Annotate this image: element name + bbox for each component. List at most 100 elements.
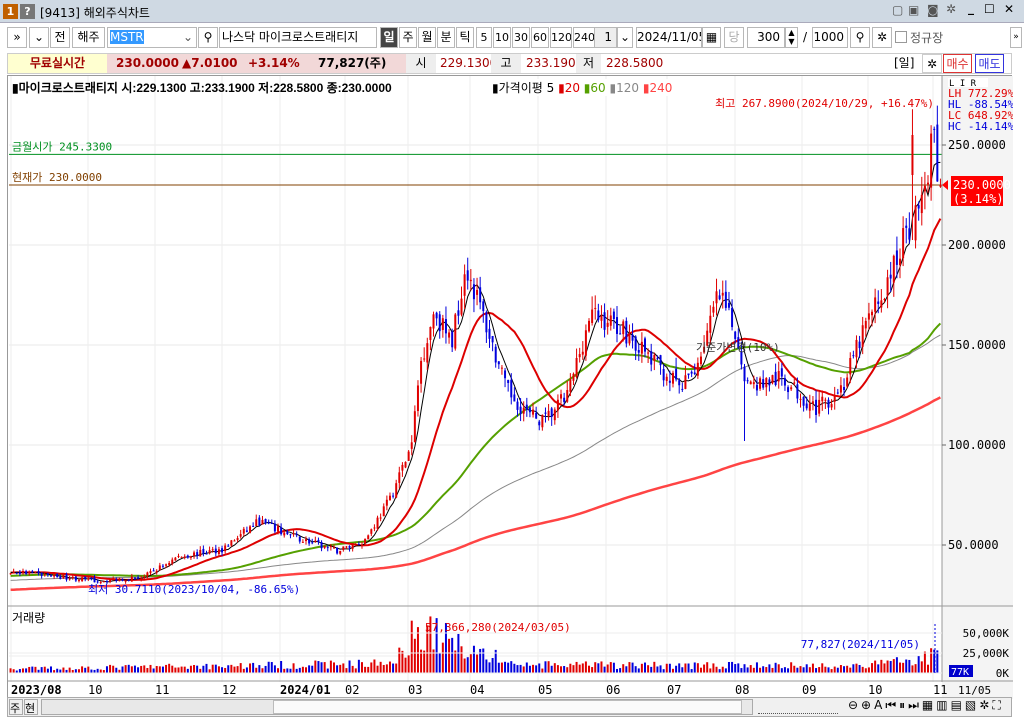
buy-button[interactable]: 매수	[943, 54, 972, 73]
camera-icon[interactable]: ◙	[927, 3, 939, 17]
lir-label[interactable]: L I R	[949, 79, 977, 89]
interval-button[interactable]: 120	[550, 27, 572, 48]
date-tick-label: 04	[470, 683, 484, 697]
prev-button[interactable]: 전	[50, 27, 70, 48]
lir-buttons[interactable]	[948, 78, 988, 87]
date-input[interactable]: 2024/11/05	[636, 27, 702, 48]
symbol-input[interactable]: MSTR ⌄	[107, 27, 197, 48]
price-chart[interactable]: 금월시가 245.3300 현재가 230.0000 최고 267.8900(202…	[8, 76, 1015, 699]
candle-body	[34, 571, 37, 573]
memo-icon[interactable]: ▢	[892, 3, 904, 17]
count-input[interactable]: 300	[747, 27, 785, 48]
volume-bar	[165, 664, 168, 673]
candle-body	[404, 461, 407, 468]
volume-bar	[858, 664, 861, 673]
candle-body	[140, 578, 143, 580]
close-icon[interactable]: ✕	[1004, 2, 1015, 16]
period-tab[interactable]: 틱	[456, 27, 474, 48]
period-tab[interactable]: 일	[380, 27, 398, 48]
candle-body	[612, 311, 615, 320]
unit-dropdown-icon[interactable]: ⌄	[617, 27, 633, 48]
current-button[interactable]: 당	[724, 27, 744, 48]
candle-body	[522, 407, 525, 414]
volume-bar	[124, 665, 127, 673]
volume-bar	[538, 663, 541, 673]
volume-bar	[665, 663, 668, 673]
candle-body	[864, 320, 867, 329]
chart-settings-icon[interactable]: ✲	[872, 27, 892, 48]
candle-body	[74, 576, 77, 581]
current-button[interactable]: 현	[24, 699, 38, 715]
candle-body	[494, 346, 497, 363]
candle-body	[292, 533, 295, 535]
zoom-slider[interactable]	[758, 700, 838, 714]
count-stepper[interactable]: ▲ ▼	[785, 27, 798, 48]
volume-bar	[96, 668, 99, 673]
max-count-input[interactable]: 1000	[812, 27, 848, 48]
base-change-annotation: 기준가변경(10%)	[696, 341, 780, 354]
candle-body	[594, 307, 597, 309]
low-label: 저	[576, 54, 601, 73]
volume-bar	[205, 663, 208, 673]
candle-body	[448, 332, 451, 338]
candle-body	[510, 379, 513, 398]
window-number-badge[interactable]: 1	[3, 4, 18, 19]
candle-body	[15, 572, 18, 574]
interval-button[interactable]: 5	[476, 27, 492, 48]
period-tab[interactable]: 주	[399, 27, 417, 48]
volume-bar	[43, 666, 46, 673]
expand-button[interactable]: »	[7, 27, 27, 48]
candle-body	[469, 279, 472, 282]
minimize-icon[interactable]: _	[968, 1, 974, 15]
collapse-button[interactable]: ⌄	[29, 27, 49, 48]
stat-label: HL -88.54%	[948, 98, 1013, 111]
help-icon[interactable]: ?	[20, 4, 35, 19]
period-tab[interactable]: 분	[437, 27, 455, 48]
high-annotation: 최고 267.8900(2024/10/29, +16.47%)	[715, 97, 934, 110]
volume-bar	[416, 627, 419, 673]
quote-settings-icon[interactable]: ✲	[922, 54, 942, 73]
volume-bar	[612, 662, 615, 673]
candle-body	[584, 330, 587, 356]
link-icon[interactable]: ▣	[908, 3, 920, 17]
interval-button[interactable]: 10	[493, 27, 511, 48]
volume-bar	[435, 618, 438, 673]
candle-body	[917, 205, 920, 209]
regular-session-checkbox[interactable]	[895, 31, 907, 43]
volume-bar	[196, 665, 199, 673]
volume-bar	[513, 663, 516, 673]
legend-symbol: 마이크로스트래티지	[18, 81, 118, 95]
volume-bar	[401, 650, 404, 673]
volume-bar	[746, 667, 749, 673]
sell-button[interactable]: 매도	[975, 54, 1004, 73]
zoom-in-icon[interactable]: ⚲	[850, 27, 870, 48]
candle-body	[460, 298, 463, 315]
candle-body	[329, 546, 332, 548]
candle-body	[811, 401, 814, 404]
maximize-icon[interactable]: ☐	[984, 2, 995, 16]
volume-bar	[305, 667, 308, 673]
period-tab[interactable]: 월	[418, 27, 436, 48]
market-select[interactable]: 해주	[72, 27, 105, 48]
interval-button[interactable]: 60	[531, 27, 549, 48]
candle-body	[77, 580, 80, 582]
chart-area[interactable]: 금월시가 245.3300 현재가 230.0000 최고 267.8900(202…	[7, 75, 1015, 699]
week-button[interactable]: 주	[9, 699, 23, 715]
volume-bar	[886, 660, 889, 673]
volume-bar	[839, 665, 842, 673]
volume-bar	[211, 664, 214, 673]
search-icon[interactable]: ⚲	[198, 27, 218, 48]
volume-bar	[193, 664, 196, 673]
scrollbar-thumb[interactable]	[273, 700, 742, 714]
toolbar-more-button[interactable]: »	[1010, 27, 1022, 48]
volume-bar	[466, 657, 469, 673]
volume-bar	[245, 667, 248, 673]
settings-icon[interactable]: ✲	[946, 2, 957, 16]
calendar-icon[interactable]: ▦	[702, 27, 721, 48]
volume-bar	[463, 658, 466, 673]
candle-body	[165, 564, 168, 566]
bottom-tools[interactable]: ⊖⊕A⏮⏸⏭▦▥▤▧✲⛶	[848, 698, 1004, 712]
interval-button[interactable]: 30	[512, 27, 530, 48]
candle-body	[724, 291, 727, 308]
interval-button[interactable]: 240	[573, 27, 595, 48]
